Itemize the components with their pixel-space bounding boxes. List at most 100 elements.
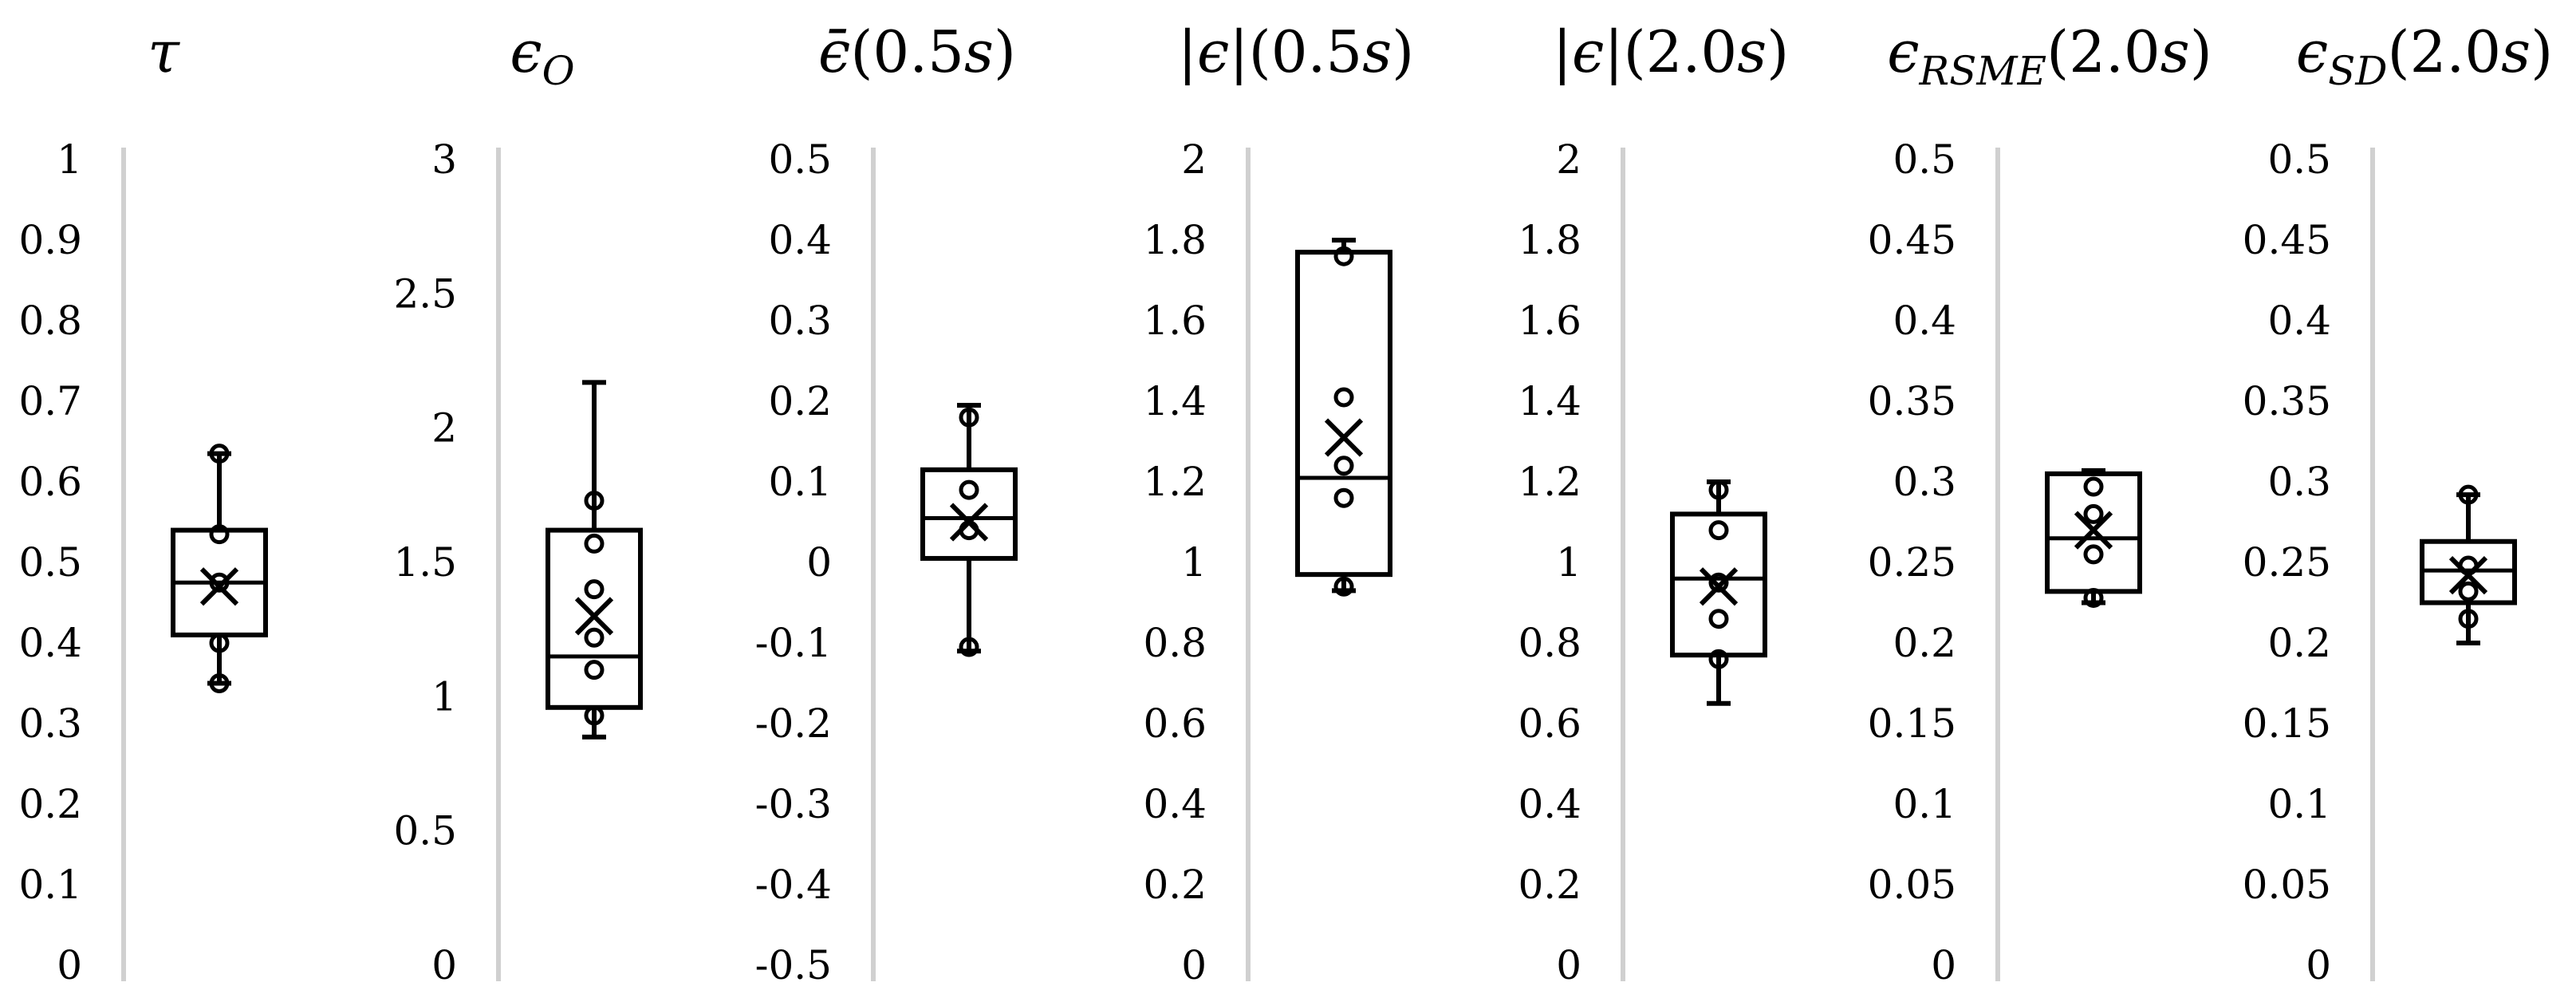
- mean-marker: [2074, 511, 2113, 550]
- mean-marker: [1699, 567, 1739, 606]
- tick-label: 2: [431, 405, 457, 452]
- data-point: [584, 533, 605, 554]
- mean-marker: [199, 567, 239, 606]
- tick-label: 3: [431, 136, 457, 183]
- data-point: [584, 491, 605, 511]
- tick-label: 0.8: [1143, 620, 1207, 666]
- data-point: [584, 579, 605, 600]
- data-point: [584, 705, 605, 726]
- tick-label: 0.5: [2267, 136, 2331, 183]
- tick-label: 0.3: [2267, 459, 2331, 505]
- tick-label: 0: [1181, 942, 1207, 988]
- mean-stroke: [1324, 418, 1364, 457]
- tick-label: 0.3: [768, 298, 832, 344]
- panel-title-eps-bar-05: ϵ̄(0.5s): [818, 18, 1016, 85]
- mean-stroke: [199, 567, 239, 606]
- panel-title-eps-o-sub: O: [542, 48, 575, 94]
- tick-label: 0.9: [18, 217, 82, 263]
- data-point: [1333, 487, 1354, 508]
- tick-label: 1.4: [1518, 378, 1581, 424]
- panels: 0 0.1 0.2 0.3 0.4 0.5 0.6 0.7 0.8 0.9 1 0 0.5 1 1.5 2 2.…: [18, 136, 2517, 988]
- tick-label: 0.45: [1868, 217, 1956, 263]
- panel-4: 0 0.2 0.4 0.6 0.8 1 1.2 1.4 1.6 1.8 2: [1518, 136, 1767, 988]
- tick-label: 1.4: [1143, 378, 1207, 424]
- tick-label: 0.1: [2267, 781, 2331, 827]
- panel-2: -0.5 -0.4 -0.3 -0.2 -0.1 0 0.1 0.2 0.3 0.4 0.5: [755, 136, 1018, 988]
- data-point: [1333, 246, 1354, 266]
- mean-stroke: [2074, 511, 2113, 550]
- tick-label: 0.25: [1868, 539, 1956, 586]
- data-point: [1708, 520, 1729, 541]
- tick-label: 0.2: [18, 781, 82, 827]
- tick-label: 0.1: [18, 862, 82, 908]
- tick-label: -0.5: [755, 942, 832, 988]
- data-point: [1708, 572, 1729, 593]
- tick-label: 0: [431, 942, 457, 988]
- tick-label: 2: [1556, 136, 1581, 183]
- tick-label: -0.4: [755, 862, 832, 908]
- data-point: [959, 407, 979, 428]
- data-point: [209, 572, 230, 593]
- data-point: [1333, 576, 1354, 597]
- tick-label: 0.4: [768, 217, 832, 263]
- tick-label: 0.8: [1518, 620, 1581, 666]
- tick-label: 0.5: [1893, 136, 1956, 183]
- tick-label: 0.5: [18, 539, 82, 586]
- panel-title-eps-rsme: ϵRSME(2.0s): [1887, 18, 2212, 94]
- tick-label: 0: [1556, 942, 1581, 988]
- panel-1: 0 0.5 1 1.5 2 2.5 3: [393, 136, 643, 988]
- tick-label: 0.6: [1143, 700, 1207, 747]
- tick-label: 0.25: [2243, 539, 2331, 586]
- iqr-box: [1295, 250, 1392, 578]
- data-point: [209, 524, 230, 545]
- mean-stroke: [2448, 556, 2488, 595]
- tick-label: 1.6: [1518, 298, 1581, 344]
- mean-marker: [949, 503, 989, 542]
- tick-label: 0.35: [1868, 378, 1956, 424]
- tick-label: 2.5: [393, 270, 457, 317]
- panel-6: 0 0.05 0.1 0.15 0.2 0.25 0.3 0.35 0.4 0.45 0.5: [2243, 136, 2517, 988]
- tick-label: 0.6: [1518, 700, 1581, 747]
- tick-label: 1: [1556, 539, 1581, 586]
- tick-label: -0.2: [755, 700, 832, 747]
- tick-label: 0.3: [1893, 459, 1956, 505]
- tick-label: 1: [431, 673, 457, 720]
- panel-5: 0 0.05 0.1 0.15 0.2 0.25 0.3 0.35 0.4 0.45 0.5: [1868, 136, 2142, 988]
- tick-label: 0: [57, 942, 82, 988]
- tick-label: 0.2: [2267, 620, 2331, 666]
- tick-label: -0.1: [755, 620, 832, 666]
- data-point: [2083, 476, 2104, 497]
- tick-label: 0.6: [18, 459, 82, 505]
- data-point: [959, 479, 979, 500]
- mean-marker: [574, 597, 614, 636]
- tick-label: 0.1: [1893, 781, 1956, 827]
- data-point: [1333, 456, 1354, 476]
- tick-label: 0: [2306, 942, 2331, 988]
- data-point: [584, 660, 605, 680]
- panel-title-tau: τ: [148, 18, 180, 85]
- data-point: [2458, 484, 2479, 505]
- data-point: [2458, 581, 2479, 602]
- data-point: [2083, 544, 2104, 565]
- tick-label: 1: [57, 136, 82, 183]
- data-point: [1708, 479, 1729, 500]
- data-point: [209, 673, 230, 693]
- tick-label: 0.4: [1143, 781, 1207, 827]
- data-point: [2083, 587, 2104, 608]
- data-point: [209, 633, 230, 653]
- tick-label: 0.4: [2267, 298, 2331, 344]
- panel-0: 0 0.1 0.2 0.3 0.4 0.5 0.6 0.7 0.8 0.9 1: [18, 136, 268, 988]
- tick-label: 0.15: [2243, 700, 2331, 747]
- panel-title-abs-eps-20: |ϵ|(2.0s): [1553, 18, 1790, 85]
- tick-label: 0: [806, 539, 832, 586]
- tick-label: 0.5: [768, 136, 832, 183]
- tick-label: 1.6: [1143, 298, 1207, 344]
- data-point: [209, 444, 230, 464]
- tick-label: 0.7: [18, 378, 82, 424]
- data-point: [1708, 649, 1729, 669]
- tick-label: 1.2: [1518, 459, 1581, 505]
- panel-title-abs-eps-05: |ϵ|(0.5s): [1178, 18, 1415, 85]
- tick-label: 0.2: [1518, 862, 1581, 908]
- tick-label: 0.35: [2243, 378, 2331, 424]
